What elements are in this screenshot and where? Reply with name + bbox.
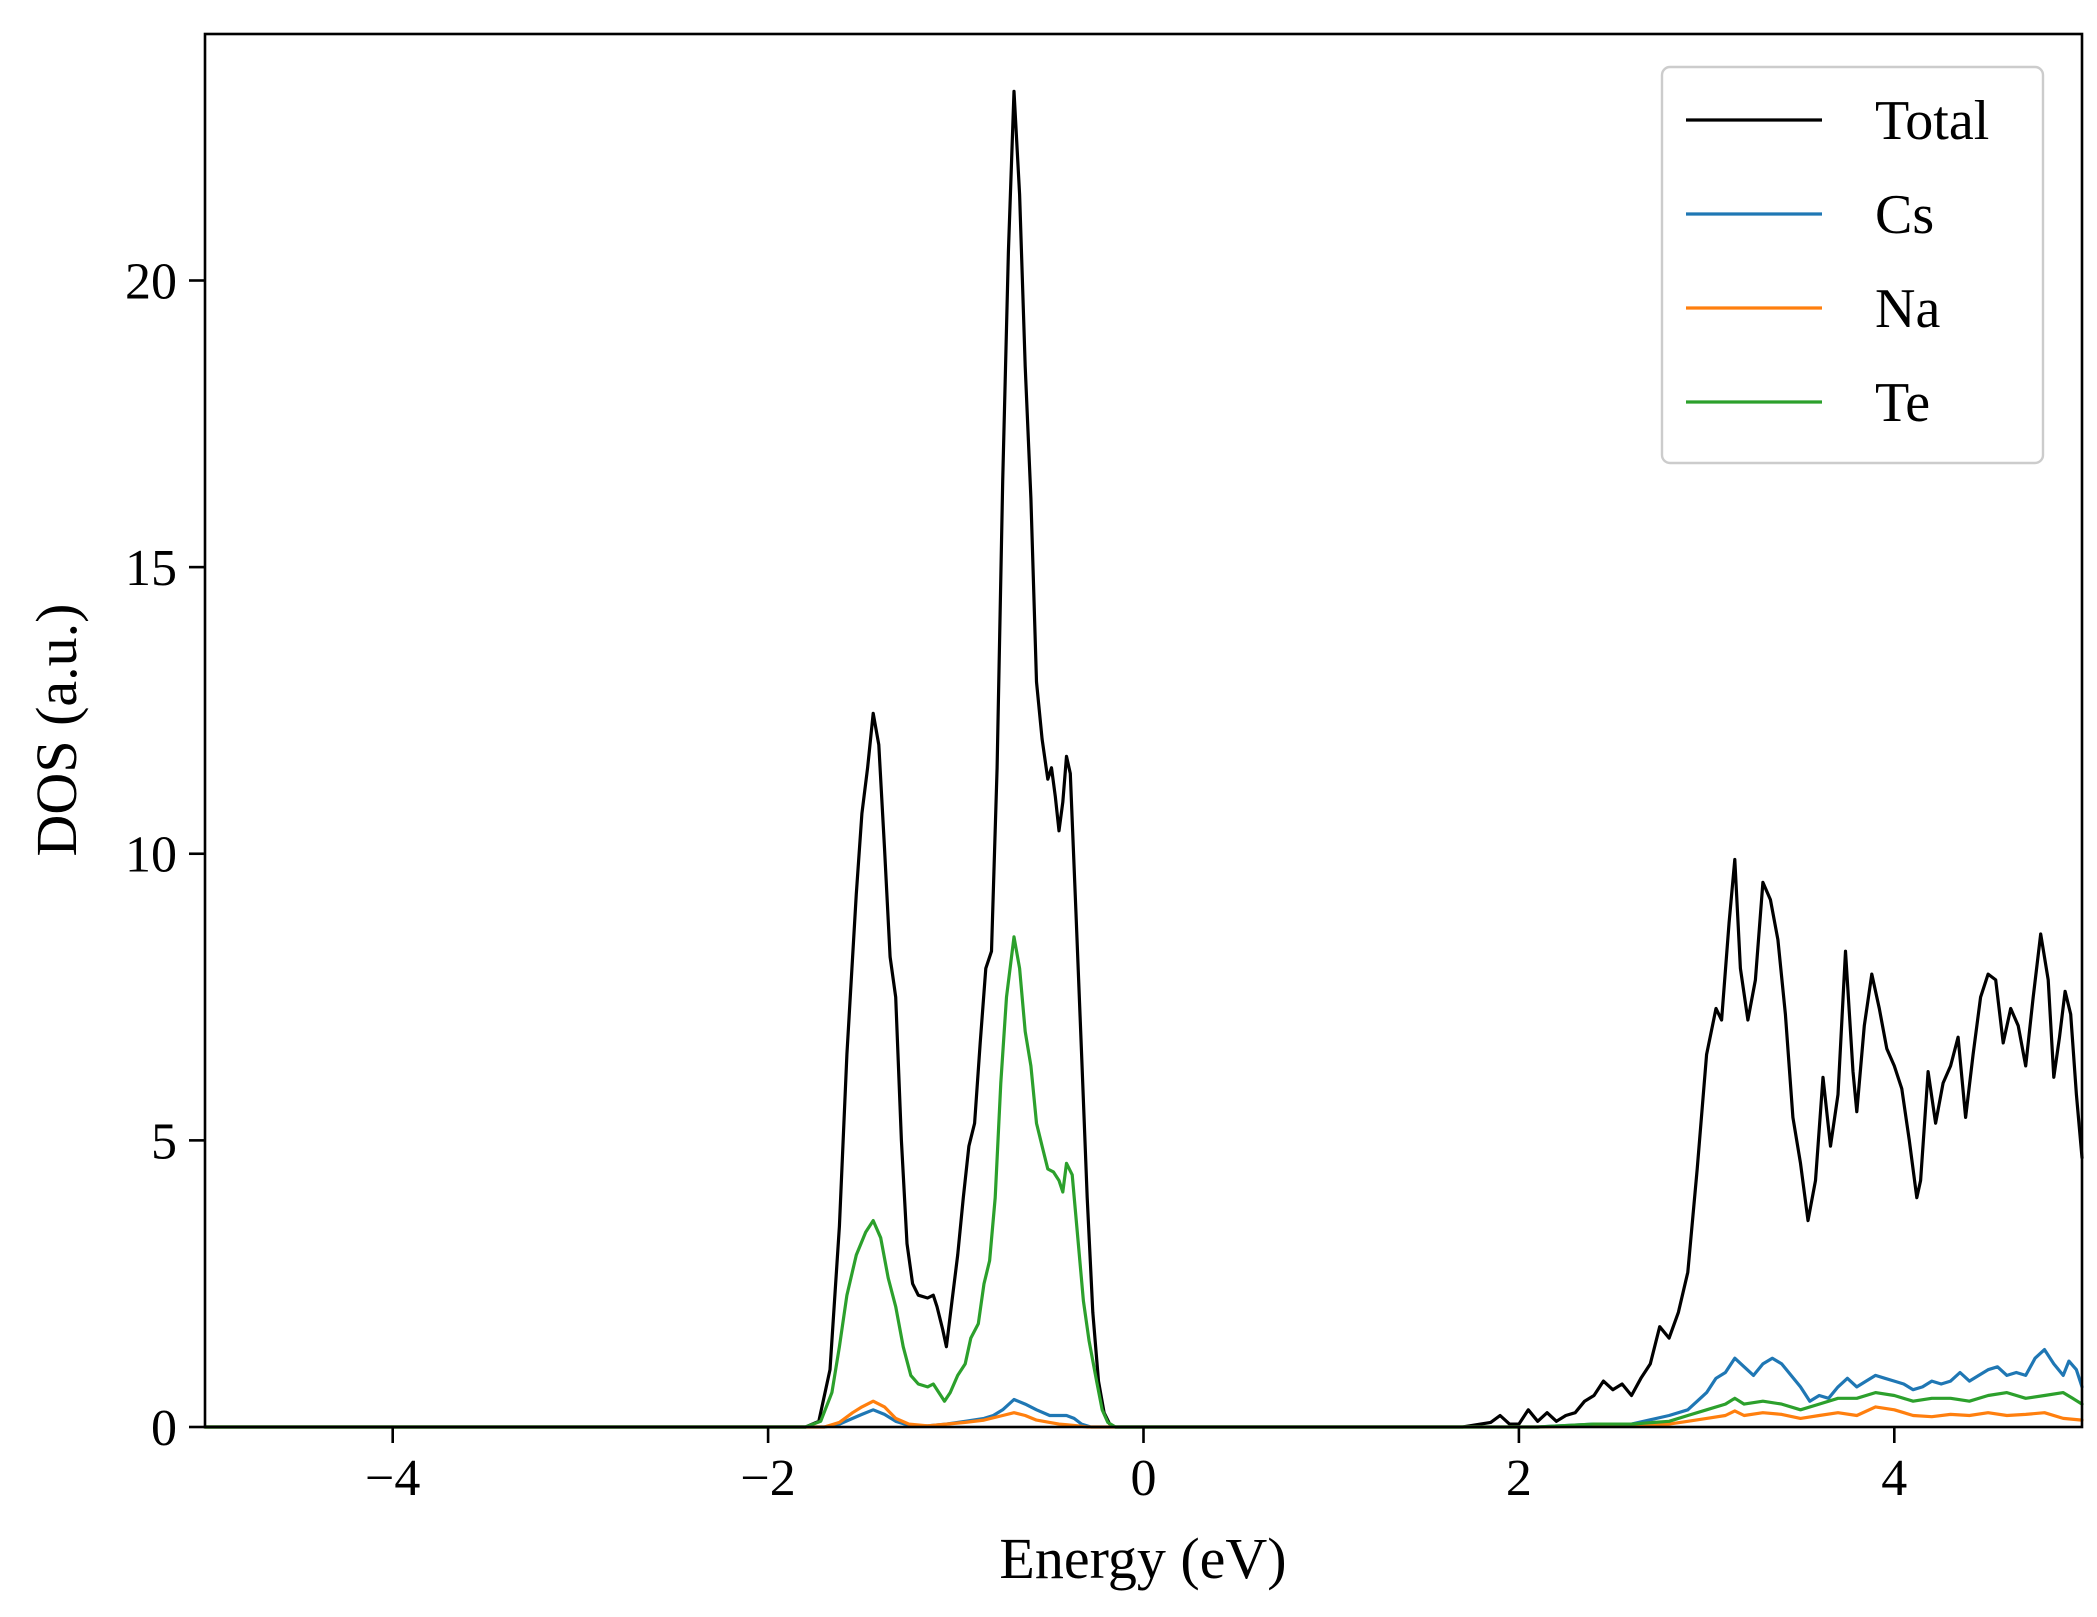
y-tick-label: 20 (125, 253, 177, 310)
x-tick-label: 4 (1881, 1450, 1907, 1507)
y-tick-label: 0 (151, 1400, 177, 1457)
legend-label-na: Na (1875, 278, 1940, 340)
x-axis-label: Energy (eV) (999, 1526, 1286, 1591)
y-tick-label: 15 (125, 540, 177, 597)
x-tick-label: −4 (365, 1450, 420, 1507)
x-tick-label: 0 (1131, 1450, 1157, 1507)
series-line-total (203, 89, 2084, 1429)
legend-label-te: Te (1875, 372, 1930, 434)
y-axis-label: DOS (a.u.) (24, 604, 89, 857)
series-layer (203, 89, 2084, 1429)
legend-label-total: Total (1875, 90, 1989, 152)
y-tick-label: 5 (151, 1113, 177, 1170)
x-tick-label: −2 (740, 1450, 795, 1507)
y-tick-label: 10 (125, 827, 177, 884)
plot-frame (203, 32, 2084, 1429)
series-line-te (203, 935, 2084, 1429)
ticks-layer: −4 −2 0 2 4 0 5 10 15 20 (125, 253, 1907, 1507)
x-tick-label: 2 (1506, 1450, 1532, 1507)
legend-label-cs: Cs (1875, 184, 1934, 246)
legend-frame (1660, 65, 2045, 465)
legend: Total Cs Na Te (1660, 65, 2045, 465)
